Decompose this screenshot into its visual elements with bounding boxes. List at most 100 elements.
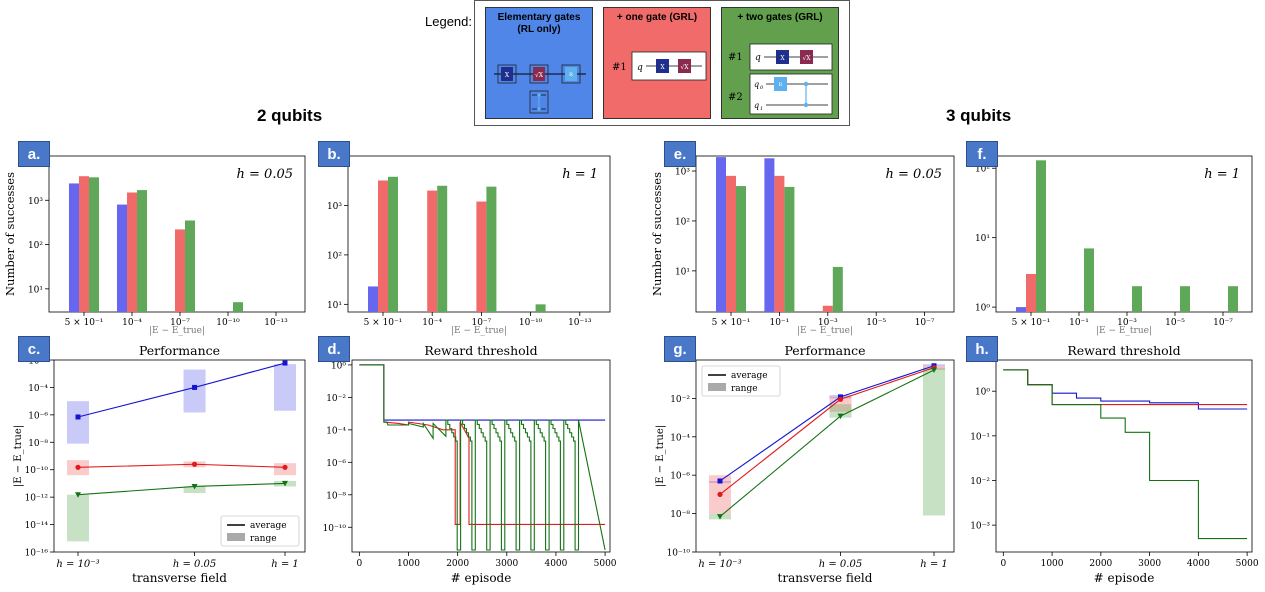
x-tick-label: 5 × 10⁻¹	[65, 318, 104, 328]
bar	[79, 176, 89, 312]
x-tick-label: 4000	[1187, 559, 1210, 569]
bar	[117, 204, 127, 312]
bar	[736, 186, 746, 312]
x-tick-label: 10⁻⁷	[471, 318, 491, 328]
plot-annotation: h = 1	[1204, 167, 1240, 182]
panel-label-h: h.	[966, 336, 998, 362]
bar	[388, 176, 398, 312]
threshold-line	[1003, 369, 1248, 410]
range-box	[67, 494, 89, 542]
panel-label-e: e.	[664, 141, 696, 167]
x-tick-label: 10⁻⁴	[422, 318, 442, 328]
legend-panel-two-gates: + two gates (GRL) #1 q X √X #2 q 0 q 1 R	[721, 7, 839, 119]
wire-q-label: q	[637, 63, 643, 73]
gate-x-label: X	[660, 64, 665, 71]
data-point	[75, 414, 81, 420]
legend-box: Elementary gates (RL only) X √X R + one g…	[474, 0, 850, 126]
bar	[774, 175, 785, 312]
x-tick-label: 10⁻¹³	[264, 318, 288, 328]
plot-title: Performance	[784, 343, 865, 358]
plot-title: Reward threshold	[1067, 343, 1180, 358]
item-number: #2	[728, 92, 743, 103]
x-tick-label: 10⁻⁴	[122, 318, 142, 328]
y-tick-label: 10⁻²	[970, 477, 990, 487]
gate-x-label: X	[505, 72, 510, 79]
x-tick-label: 0	[1000, 559, 1006, 569]
y-tick-label: 10³	[28, 197, 43, 207]
range-box	[67, 401, 89, 444]
bar	[716, 157, 726, 312]
gate-rz-label: R	[779, 82, 783, 88]
y-tick-label: 10⁻²	[326, 394, 346, 404]
y-tick-label: 10⁻⁴	[326, 426, 346, 436]
y-tick-label: 10⁻⁶	[28, 411, 48, 421]
x-axis-label: |E − E_true|	[797, 326, 853, 336]
legend-range-swatch	[708, 383, 726, 391]
x-tick-label: 5 × 10⁻¹	[1012, 318, 1051, 328]
bar	[535, 304, 546, 312]
y-tick-label: 10⁻⁴	[28, 384, 48, 394]
range-box	[274, 364, 296, 411]
y-tick-label: 10⁻⁶	[326, 459, 346, 469]
legend-panel-subtitle: (RL only)	[517, 24, 561, 35]
bar	[69, 183, 79, 312]
data-point	[717, 514, 723, 520]
bar	[89, 177, 99, 312]
x-axis-label: # episode	[451, 571, 512, 585]
x-tick-label: 1000	[397, 559, 420, 569]
bar	[127, 192, 137, 312]
y-tick-label: 10⁻¹⁶	[25, 549, 49, 559]
data-point	[75, 492, 81, 498]
y-tick-label: 10²	[327, 251, 342, 261]
legend-panel-title: Elementary gates	[497, 12, 581, 23]
x-tick-label: h = 0.05	[173, 559, 216, 570]
legend-range-label: range	[250, 534, 277, 544]
y-tick-label: 10⁻¹⁴	[25, 521, 49, 531]
x-tick-label: 2000	[1089, 559, 1112, 569]
item-number: #1	[728, 52, 743, 63]
y-tick-label: 10⁻¹	[970, 432, 990, 442]
y-tick-label: 10¹	[975, 234, 990, 244]
y-tick-label: 10²	[28, 241, 43, 251]
bar	[1180, 286, 1190, 312]
bar	[486, 186, 497, 312]
data-point	[191, 461, 198, 467]
x-tick-label: 10⁻¹	[1069, 318, 1089, 328]
x-tick-label: h = 1	[271, 559, 299, 570]
panel-label-g: g.	[664, 336, 696, 362]
x-tick-label: 4000	[544, 559, 567, 569]
elementary-gates-circuit: X √X R	[494, 64, 586, 114]
y-tick-label: 10⁻⁶	[670, 472, 690, 482]
bar	[832, 266, 843, 312]
legend-range-swatch	[227, 533, 245, 541]
y-tick-label: 10⁰	[975, 388, 990, 398]
legend-label: Legend:	[425, 14, 472, 29]
legend-panel-one-gate: + one gate (GRL) #1 q X √X	[603, 7, 711, 119]
y-tick-label: 10⁻¹⁰	[667, 549, 691, 559]
gate-sqrtx-label: √X	[802, 55, 811, 62]
bar	[784, 186, 795, 312]
x-tick-label: 5000	[1236, 559, 1259, 569]
bar	[175, 229, 185, 312]
bar	[1132, 286, 1142, 312]
bar	[822, 305, 833, 312]
bar	[1016, 307, 1026, 312]
x-tick-label: 10⁻¹⁰	[519, 318, 543, 328]
range-box	[183, 369, 206, 413]
x-tick-label: 1000	[1041, 559, 1064, 569]
x-tick-label: 2000	[446, 559, 469, 569]
wire-q0-label: q	[754, 80, 759, 89]
plot-annotation: h = 0.05	[886, 167, 942, 182]
gate-x-label: X	[780, 55, 785, 62]
threshold-line	[359, 364, 606, 551]
x-tick-label: h = 1	[920, 559, 948, 570]
plot-frame	[995, 155, 1253, 313]
range-box	[829, 404, 852, 418]
y-tick-label: 10⁰	[975, 304, 990, 314]
section-title-3-qubits: 3 qubits	[946, 106, 1012, 125]
data-point	[75, 464, 81, 470]
bar	[1026, 273, 1036, 312]
y-axis-label: |E − E_true|	[655, 425, 666, 487]
y-tick-label: 10³	[675, 168, 690, 178]
y-tick-label: 10⁻¹²	[25, 494, 49, 504]
